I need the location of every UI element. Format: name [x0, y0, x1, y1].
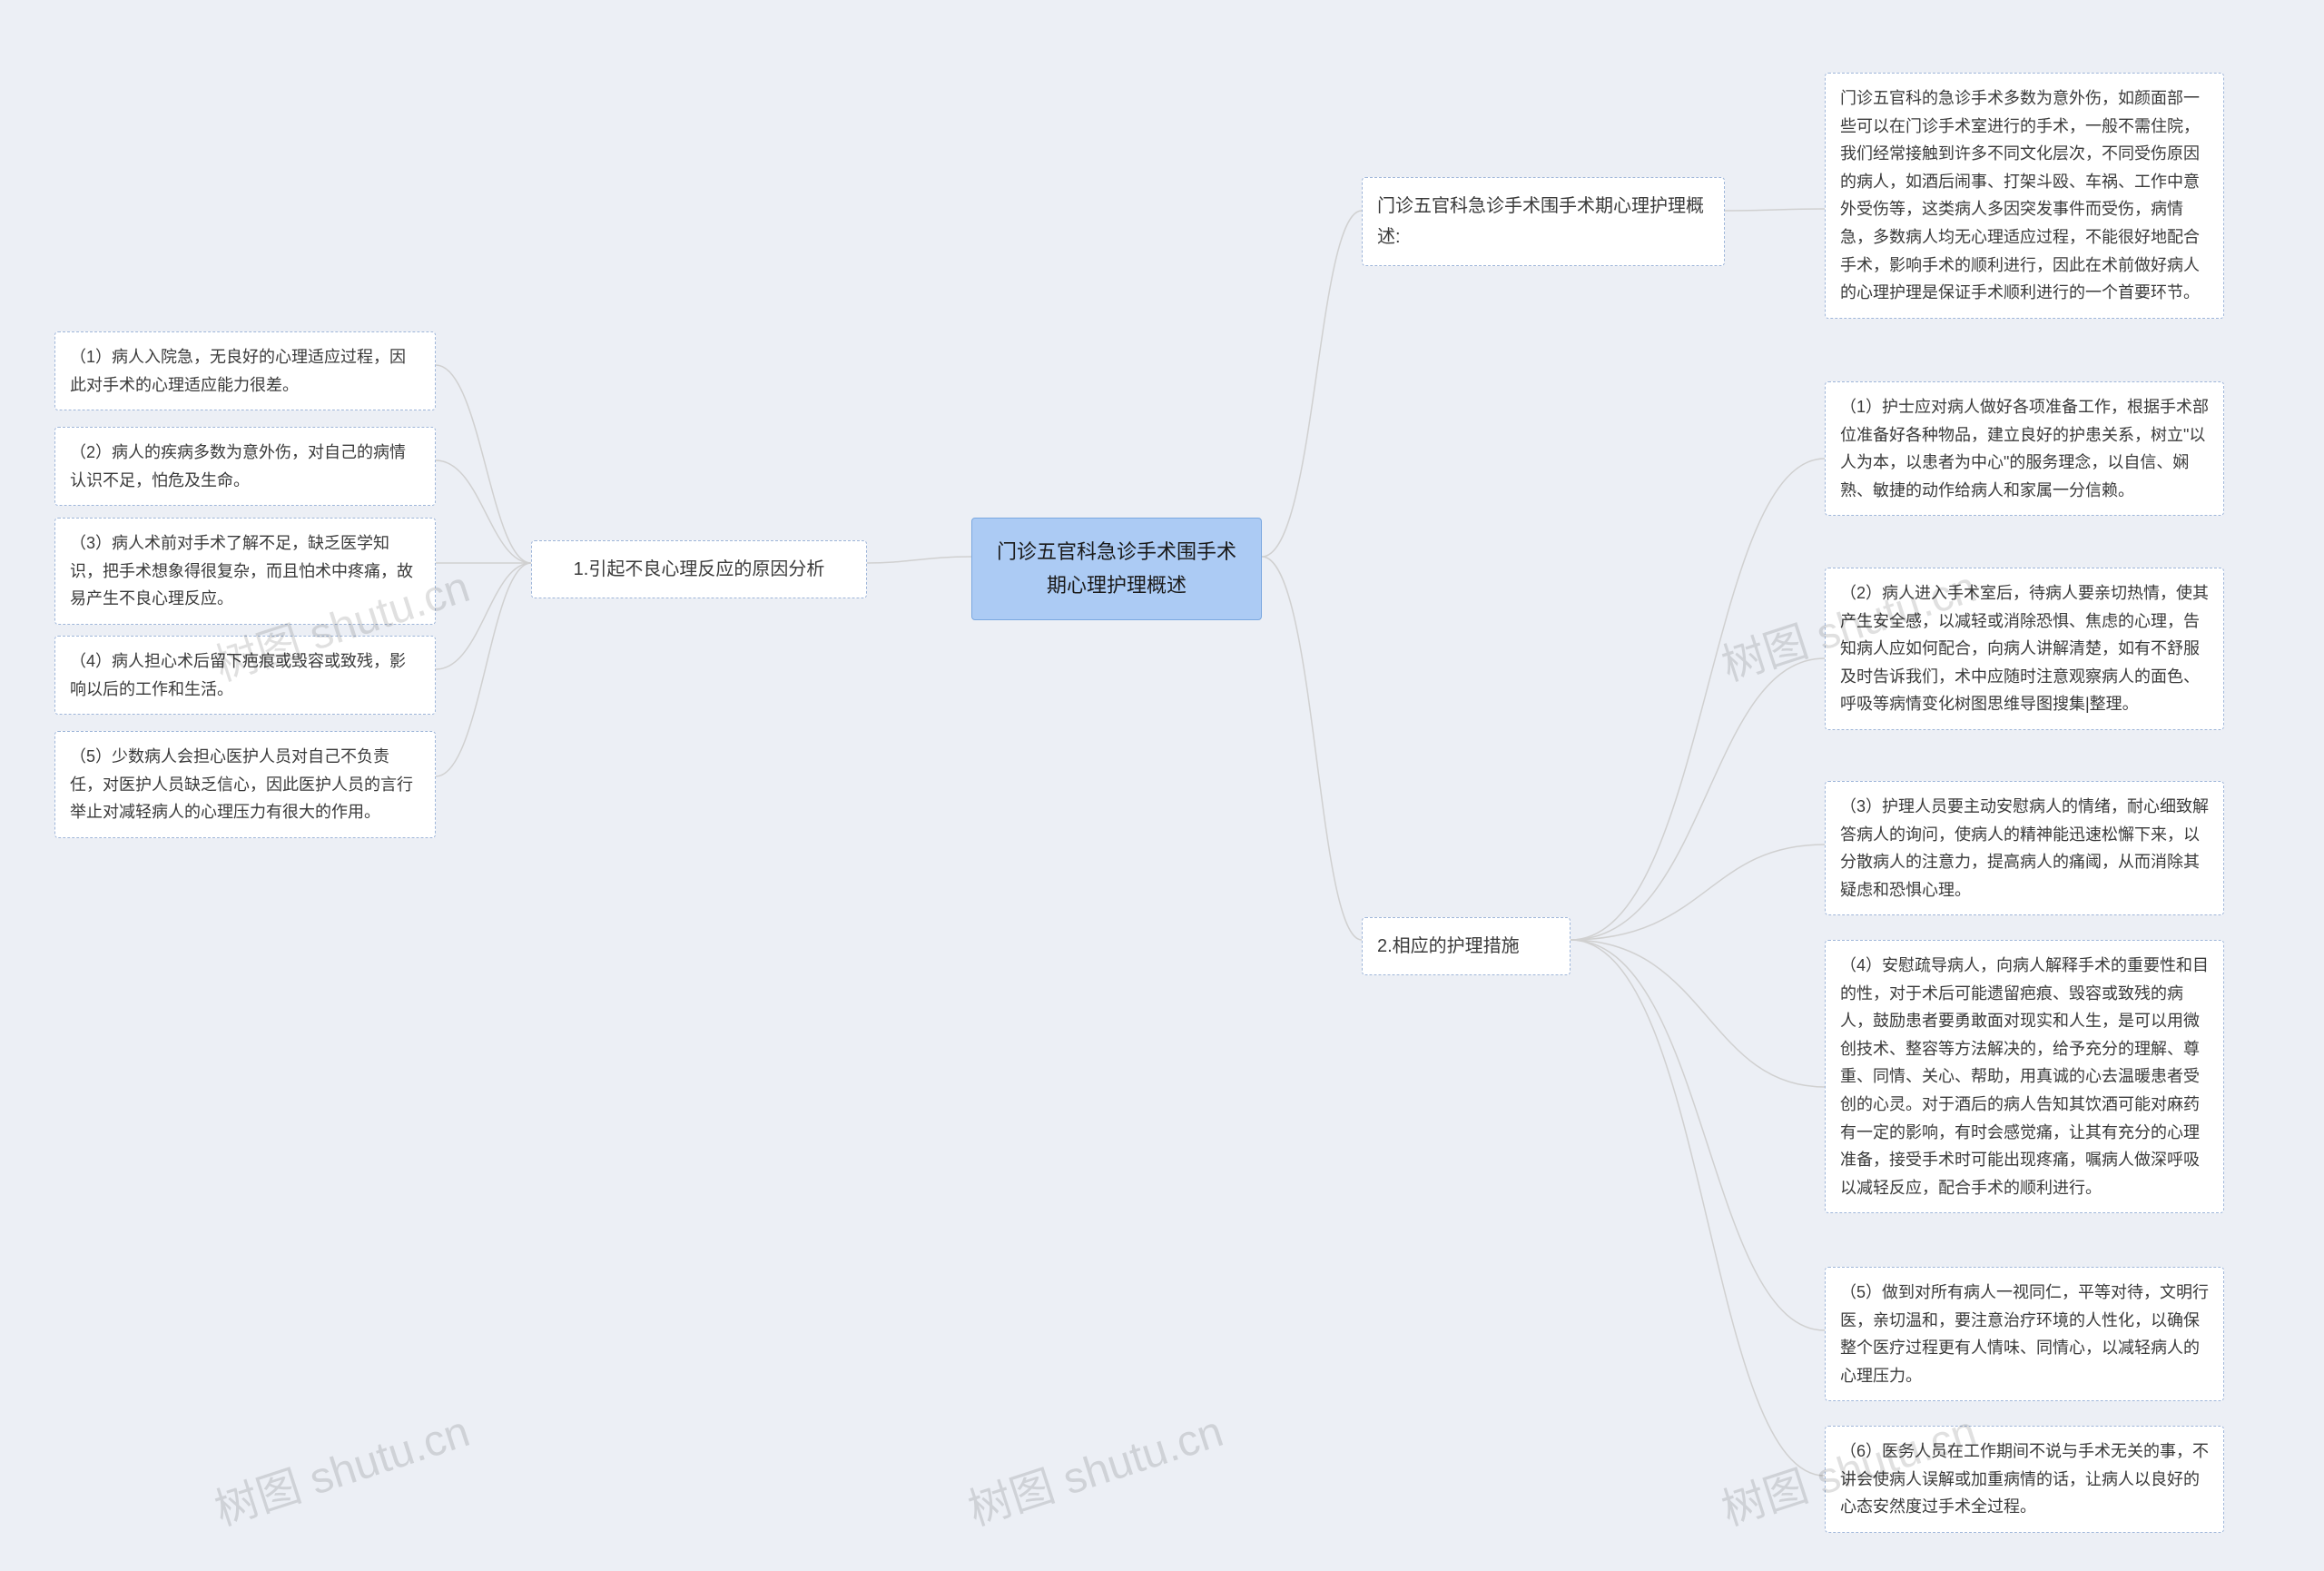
right-branch-2-child-5[interactable]: （5）做到对所有病人一视同仁，平等对待，文明行医，亲切温和，要注意治疗环境的人性…	[1825, 1267, 2224, 1401]
right-branch-2-child-6[interactable]: （6）医务人员在工作期间不说与手术无关的事，不讲会使病人误解或加重病情的话，让病…	[1825, 1426, 2224, 1533]
left-child-1[interactable]: （1）病人入院急，无良好的心理适应过程，因此对手术的心理适应能力很差。	[54, 331, 436, 410]
left-child-3[interactable]: （3）病人术前对手术了解不足，缺乏医学知识，把手术想象得很复杂，而且怕术中疼痛，…	[54, 518, 436, 625]
left-child-2[interactable]: （2）病人的疾病多数为意外伤，对自己的病情认识不足，怕危及生命。	[54, 427, 436, 506]
right-branch-1-child-1[interactable]: 门诊五官科的急诊手术多数为意外伤，如颜面部一些可以在门诊手术室进行的手术，一般不…	[1825, 73, 2224, 319]
left-child-5[interactable]: （5）少数病人会担心医护人员对自己不负责任，对医护人员缺乏信心，因此医护人员的言…	[54, 731, 436, 838]
right-branch-2-label[interactable]: 2.相应的护理措施	[1362, 917, 1571, 975]
right-branch-2-child-4[interactable]: （4）安慰疏导病人，向病人解释手术的重要性和目的性，对于术后可能遗留疤痕、毁容或…	[1825, 940, 2224, 1213]
right-branch-2-child-3[interactable]: （3）护理人员要主动安慰病人的情绪，耐心细致解答病人的询问，使病人的精神能迅速松…	[1825, 781, 2224, 915]
root-node[interactable]: 门诊五官科急诊手术围手术期心理护理概述	[971, 518, 1262, 620]
right-branch-2-child-2[interactable]: （2）病人进入手术室后，待病人要亲切热情，使其产生安全感，以减轻或消除恐惧、焦虑…	[1825, 568, 2224, 730]
left-child-4[interactable]: （4）病人担心术后留下疤痕或毁容或致残，影响以后的工作和生活。	[54, 636, 436, 715]
watermark: 树图 shutu.cn	[205, 1396, 476, 1537]
left-branch-label[interactable]: 1.引起不良心理反应的原因分析	[531, 540, 867, 598]
right-branch-2-child-1[interactable]: （1）护士应对病人做好各项准备工作，根据手术部位准备好各种物品，建立良好的护患关…	[1825, 381, 2224, 516]
right-branch-1-label[interactable]: 门诊五官科急诊手术围手术期心理护理概述:	[1362, 177, 1725, 266]
watermark: 树图 shutu.cn	[959, 1396, 1229, 1537]
